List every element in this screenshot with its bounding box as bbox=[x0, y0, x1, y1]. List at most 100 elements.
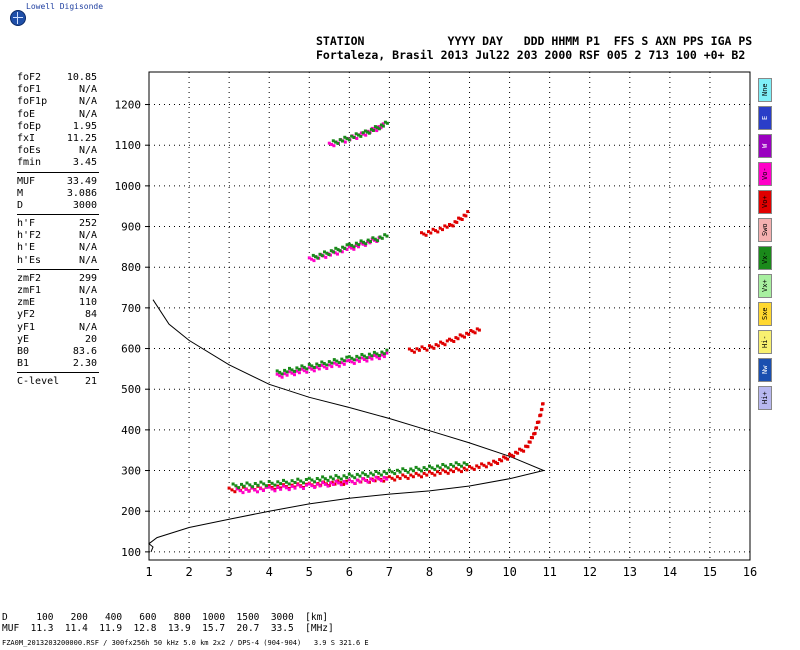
legend-swatch: Sxe bbox=[758, 302, 772, 326]
echo-point bbox=[279, 482, 283, 486]
param-row: zmF2 299 bbox=[17, 273, 97, 285]
echo-point bbox=[430, 345, 434, 349]
echo-point bbox=[332, 358, 336, 362]
echo-point bbox=[312, 259, 316, 263]
echo-point bbox=[360, 356, 364, 360]
x-tick-label: 2 bbox=[185, 565, 192, 579]
param-name: fmin bbox=[17, 157, 42, 169]
globe-icon bbox=[10, 10, 26, 26]
echo-point bbox=[464, 214, 468, 218]
echo-point bbox=[345, 359, 349, 363]
param-value: 3000 bbox=[72, 199, 97, 211]
echo-point bbox=[361, 131, 365, 135]
muf-distance-table: D 100 200 400 600 800 1000 1500 3000 [km… bbox=[2, 612, 334, 634]
echo-point bbox=[398, 470, 402, 474]
echo-point bbox=[365, 130, 369, 134]
echo-point bbox=[482, 463, 486, 467]
param-separator bbox=[17, 372, 99, 374]
echo-point bbox=[430, 471, 434, 475]
echo-point bbox=[390, 476, 394, 480]
echo-point bbox=[463, 335, 466, 339]
echo-point bbox=[520, 448, 524, 452]
param-value: 3.45 bbox=[72, 157, 97, 169]
echo-point bbox=[377, 477, 381, 481]
echo-point bbox=[359, 241, 363, 245]
echo-point bbox=[264, 485, 268, 489]
echo-point bbox=[446, 466, 450, 470]
echo-point bbox=[371, 129, 375, 132]
y-tick-label: 300 bbox=[121, 465, 141, 478]
echo-point bbox=[460, 464, 463, 468]
echo-point bbox=[361, 477, 365, 481]
echo-point bbox=[508, 452, 512, 456]
echo-point bbox=[355, 137, 359, 140]
param-name: foF1p bbox=[17, 96, 48, 108]
echo-point bbox=[330, 365, 334, 369]
echo-point bbox=[304, 478, 308, 481]
echo-point bbox=[337, 481, 341, 485]
electron-density-profile bbox=[148, 299, 546, 553]
echo-point bbox=[276, 486, 280, 489]
echo-point bbox=[457, 468, 461, 472]
echo-point bbox=[420, 231, 423, 235]
echo-point bbox=[422, 471, 426, 475]
echo-point bbox=[420, 345, 424, 349]
echo-point bbox=[371, 473, 375, 477]
echo-point bbox=[314, 255, 317, 259]
legend-swatch: W bbox=[758, 134, 772, 158]
echo-point bbox=[385, 234, 389, 238]
param-row: foE N/A bbox=[17, 109, 97, 121]
echo-point bbox=[350, 360, 354, 364]
param-row: foF1 N/A bbox=[17, 84, 97, 96]
echo-point bbox=[403, 475, 407, 479]
echo-point bbox=[345, 243, 349, 247]
echo-point bbox=[454, 336, 458, 340]
legend-label: Hi+ bbox=[761, 391, 769, 405]
echo-point bbox=[350, 246, 354, 250]
echo-point bbox=[334, 474, 338, 478]
param-row: h'F2 N/A bbox=[17, 230, 97, 242]
echo-point bbox=[284, 486, 288, 490]
echo-point bbox=[436, 230, 440, 234]
echo-point bbox=[422, 232, 426, 236]
echo-point bbox=[438, 466, 442, 470]
echo-point bbox=[477, 465, 481, 469]
param-value: 110 bbox=[78, 297, 97, 309]
echo-point bbox=[385, 471, 389, 475]
echo-point bbox=[428, 464, 431, 468]
x-tick-label: 6 bbox=[346, 565, 353, 579]
echo-point bbox=[462, 213, 466, 217]
echo-point bbox=[375, 126, 379, 130]
echo-point bbox=[238, 489, 242, 493]
param-value: N/A bbox=[78, 321, 97, 333]
echo-point bbox=[237, 486, 241, 490]
echo-point bbox=[300, 364, 304, 368]
x-tick-label: 9 bbox=[466, 565, 473, 579]
echo-point bbox=[339, 481, 343, 485]
echo-point bbox=[417, 348, 421, 352]
echo-point bbox=[270, 481, 274, 485]
echo-point bbox=[276, 480, 280, 484]
echo-point bbox=[336, 141, 340, 145]
y-tick-label: 800 bbox=[121, 261, 141, 274]
echo-point bbox=[287, 488, 291, 492]
echo-point bbox=[338, 249, 342, 253]
echo-point bbox=[383, 120, 387, 124]
legend-swatch: Vo+ bbox=[758, 190, 772, 214]
echo-point bbox=[425, 473, 429, 477]
echo-point bbox=[383, 233, 387, 237]
distance-row: D 100 200 400 600 800 1000 1500 3000 [km… bbox=[2, 612, 329, 623]
param-row: zmE 110 bbox=[17, 297, 97, 309]
echo-point bbox=[359, 134, 363, 138]
echo-point bbox=[358, 480, 362, 484]
echo-point bbox=[350, 356, 354, 360]
echo-point bbox=[456, 337, 460, 341]
echo-point bbox=[516, 451, 520, 455]
param-row: yE 20 bbox=[17, 334, 97, 346]
legend-label: Vo- bbox=[761, 167, 769, 181]
echo-point bbox=[343, 140, 347, 144]
param-value: 1.95 bbox=[72, 120, 97, 132]
echo-point bbox=[449, 223, 453, 227]
echo-point bbox=[312, 366, 316, 369]
echo-point bbox=[332, 250, 336, 254]
